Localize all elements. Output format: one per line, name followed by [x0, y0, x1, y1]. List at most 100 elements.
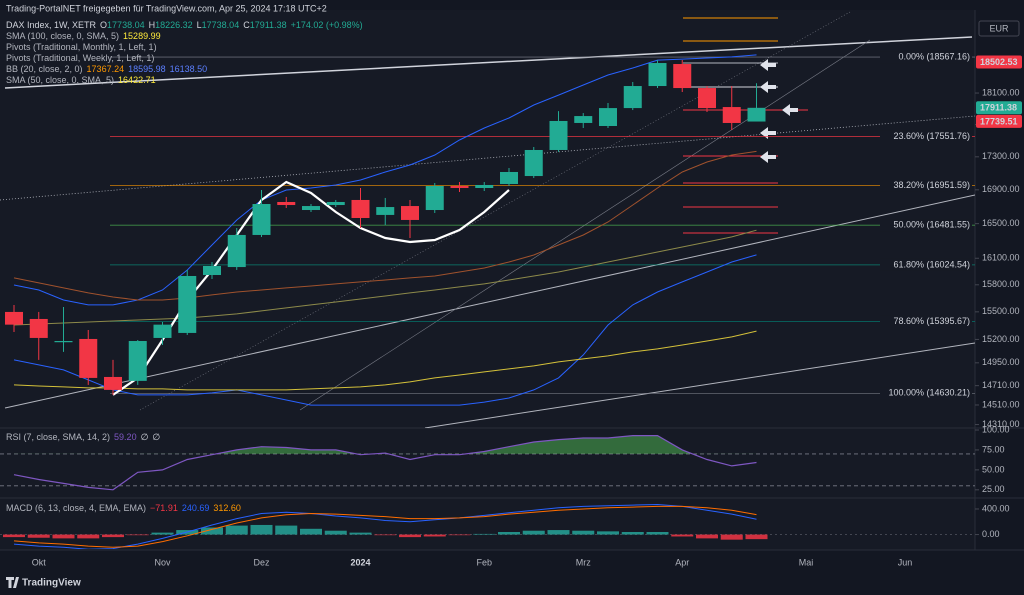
plot-background: [0, 10, 975, 550]
trendline: [0, 115, 975, 201]
price-tag: [976, 55, 1022, 69]
y-tick-label: 14310.00: [982, 419, 1020, 429]
indicator-line: [13, 150, 757, 301]
arrow: [782, 104, 798, 116]
brand-logo: [6, 577, 19, 588]
indicator-value: 16422.71: [118, 75, 156, 85]
indicator-label: Pivots (Traditional, Weekly, 1, Left, 1): [6, 53, 154, 63]
macd-bar: [745, 534, 768, 540]
trendline: [4, 36, 973, 89]
macd-bar: [300, 528, 322, 535]
candle-body: [376, 207, 395, 215]
indicator-value: 17367.24: [87, 64, 125, 74]
brand: TradingView: [22, 578, 81, 589]
rsi-tick-label: 100.00: [982, 424, 1010, 434]
macd-bar: [3, 534, 25, 538]
fib-label-bg: [880, 387, 972, 400]
macd-bar: [498, 531, 520, 535]
macd-label: MACD (6, 13, close, 4, EMA, EMA): [6, 503, 146, 513]
arrow: [760, 127, 776, 139]
rsi-tick-label: 75.00: [982, 444, 1005, 454]
candle-body: [79, 338, 98, 378]
rsi-tick-label: 50.00: [982, 464, 1005, 474]
indicator-value: 16138.50: [170, 64, 208, 74]
y-tick-label: 17300.00: [982, 151, 1020, 161]
price-tag-label: 18502.53: [980, 57, 1018, 67]
indicator-label: Pivots (Traditional, Monthly, 1, Left, 1…: [6, 42, 157, 52]
macd-value: 240.69: [182, 503, 210, 513]
fib-label: 50.00% (16481.55): [893, 220, 970, 230]
legend-line: Pivots (Traditional, Monthly, 1, Left, 1…: [6, 42, 157, 52]
indicator-label: SMA (100, close, 0, SMA, 5): [6, 31, 119, 41]
macd-value: −71.91: [150, 503, 178, 513]
legend-line: RSI (7, close, SMA, 14, 2) 59.20 ∅ ∅: [6, 432, 160, 442]
candle-body: [227, 234, 246, 268]
macd-bar: [275, 525, 298, 535]
macd-bar: [27, 534, 50, 538]
candle-body: [277, 201, 296, 206]
indicator-label: BB (20, close, 2, 0): [6, 64, 83, 74]
x-tick-label: Mai: [799, 557, 814, 567]
price-tag: [976, 114, 1022, 128]
candle-body: [648, 63, 667, 87]
symbol: DAX Index, 1W, XETR: [6, 20, 97, 30]
candle-body: [623, 86, 642, 109]
trendline: [424, 342, 975, 428]
macd-bar: [597, 531, 619, 535]
macd-bar: [547, 530, 570, 535]
currency[interactable]: EUR: [989, 23, 1009, 33]
y-tick-label: 14950.00: [982, 357, 1020, 367]
candle-body: [104, 376, 122, 390]
candle-body: [54, 341, 73, 343]
macd-bar: [52, 534, 75, 539]
candle-body: [524, 149, 543, 177]
fib-label: 0.00% (18567.16): [898, 51, 970, 61]
arrow: [760, 81, 776, 93]
ohlc-key: H: [149, 20, 156, 30]
fib-label: 23.60% (17551.76): [893, 131, 970, 141]
macd-bar: [201, 527, 223, 535]
fib-label-bg: [880, 51, 972, 64]
rsi-pane: [0, 435, 975, 491]
candle-body: [29, 318, 48, 338]
price-tag: [976, 101, 1022, 115]
candle-body: [203, 265, 221, 276]
macd-tick-label: 400.00: [982, 503, 1010, 513]
fib-label-bg: [880, 315, 972, 328]
indicator-line: [13, 229, 757, 326]
y-tick-label: 14510.00: [982, 399, 1020, 409]
macd-bar: [349, 532, 372, 535]
candle-body: [549, 120, 568, 150]
macd-bar: [126, 534, 149, 536]
y-tick-label: 16100.00: [982, 253, 1020, 263]
ohlc-key: L: [197, 20, 202, 30]
macd-bar: [696, 534, 718, 539]
rsi-tick-label: 25.00: [982, 484, 1005, 494]
macd-bar: [572, 530, 595, 535]
candle-body: [450, 185, 469, 188]
legend-line: DAX Index, 1W, XETR O17738.04 H18226.32 L17…: [6, 20, 363, 30]
y-tick-label: 15200.00: [982, 334, 1020, 344]
main-pane: 0.00% (18567.16) 23.60% (17551.76) 38.20% …: [5, 51, 975, 406]
rsi-line: [13, 435, 757, 491]
ohlc-value: 17911.38: [250, 20, 287, 30]
signal-line: [13, 505, 757, 548]
x-tick-label: Dez: [253, 557, 270, 567]
legend-line: MACD (6, 13, close, 4, EMA, EMA) −71.91 24…: [6, 503, 241, 513]
rsi-value: 59.20: [114, 432, 137, 442]
rsi-overbought-fill: [216, 435, 693, 454]
currency-box[interactable]: [978, 20, 1020, 37]
fib-label: 100.00% (14630.21): [888, 388, 970, 398]
fib-label-bg: [880, 179, 972, 192]
candle-body: [351, 199, 370, 218]
macd-bar: [646, 531, 669, 535]
indicator-value: 15289.99: [123, 31, 161, 41]
macd-bar: [250, 524, 273, 535]
indicator-label: SMA (50, close, 0, SMA, 5): [6, 75, 114, 85]
ohlc-key: O: [100, 20, 107, 30]
macd-bar: [448, 534, 471, 536]
legend-line: Pivots (Traditional, Weekly, 1, Left, 1): [6, 53, 154, 63]
macd-bar: [423, 534, 446, 537]
